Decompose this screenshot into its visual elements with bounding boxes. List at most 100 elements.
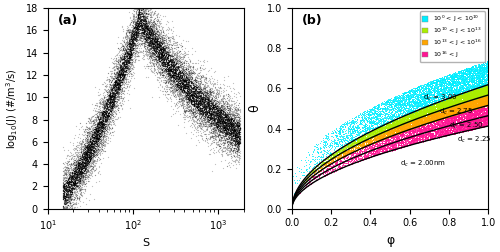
- Point: [236, 125, 244, 130]
- Point: [230, 136, 238, 140]
- Point: [108, 104, 116, 108]
- Point: [416, 134, 424, 138]
- Point: [166, 53, 174, 57]
- Point: [470, 79, 478, 83]
- Point: [184, 68, 192, 72]
- Point: [412, 134, 420, 138]
- Point: [367, 132, 375, 136]
- Point: [366, 131, 374, 135]
- Point: [87, 167, 95, 171]
- Point: [464, 90, 472, 94]
- Point: [368, 121, 376, 125]
- Point: [316, 141, 324, 145]
- Point: [176, 87, 184, 91]
- Point: [193, 108, 201, 112]
- Point: [361, 156, 369, 160]
- Point: [444, 80, 452, 84]
- Point: [183, 81, 191, 85]
- Point: [218, 119, 226, 123]
- Point: [206, 137, 214, 141]
- Point: [185, 114, 193, 118]
- Point: [217, 117, 225, 121]
- Point: [319, 172, 327, 176]
- Point: [232, 136, 240, 140]
- Point: [416, 123, 424, 127]
- Point: [466, 110, 474, 114]
- Point: [76, 160, 84, 164]
- Point: [330, 152, 338, 156]
- Point: [356, 147, 364, 151]
- Point: [160, 68, 168, 72]
- Point: [466, 85, 474, 89]
- Point: [92, 136, 100, 140]
- Point: [97, 142, 105, 146]
- Point: [482, 92, 490, 96]
- Point: [224, 117, 232, 121]
- Point: [460, 121, 468, 125]
- Point: [100, 126, 108, 130]
- Point: [364, 144, 372, 148]
- Point: [98, 130, 106, 134]
- Point: [458, 102, 466, 106]
- Point: [395, 96, 403, 100]
- Point: [412, 115, 420, 119]
- Point: [431, 123, 439, 128]
- Point: [457, 105, 465, 109]
- Point: [74, 159, 82, 163]
- Point: [210, 95, 218, 99]
- Point: [114, 78, 122, 82]
- Point: [199, 95, 207, 99]
- Point: [196, 97, 203, 101]
- Point: [160, 71, 168, 75]
- Point: [108, 90, 116, 94]
- Point: [484, 98, 492, 102]
- Point: [405, 120, 413, 124]
- Point: [476, 92, 484, 96]
- Point: [236, 126, 244, 130]
- Point: [208, 117, 216, 121]
- Point: [230, 114, 237, 118]
- Point: [101, 105, 109, 109]
- Point: [444, 98, 452, 102]
- Point: [180, 90, 188, 94]
- Point: [128, 29, 136, 33]
- Point: [458, 113, 466, 117]
- Point: [464, 123, 472, 127]
- Point: [434, 104, 442, 108]
- Point: [95, 120, 103, 124]
- Point: [174, 66, 182, 70]
- Point: [154, 57, 162, 61]
- Point: [84, 168, 92, 172]
- Point: [454, 112, 462, 116]
- Point: [457, 119, 465, 123]
- Point: [135, 17, 143, 21]
- Point: [109, 91, 117, 96]
- Point: [108, 101, 116, 105]
- Point: [401, 91, 409, 95]
- Point: [442, 118, 450, 122]
- Point: [470, 71, 478, 75]
- Point: [334, 132, 342, 136]
- Point: [160, 40, 168, 44]
- Point: [430, 117, 438, 121]
- Point: [459, 124, 467, 129]
- Point: [212, 92, 220, 97]
- Point: [216, 88, 224, 92]
- Point: [325, 170, 333, 174]
- Point: [179, 99, 187, 103]
- Point: [172, 51, 179, 55]
- Point: [392, 115, 400, 119]
- Point: [428, 109, 436, 113]
- Point: [472, 64, 480, 68]
- Point: [419, 97, 427, 101]
- Point: [226, 120, 234, 124]
- Point: [374, 134, 382, 138]
- Point: [390, 129, 398, 133]
- Point: [436, 99, 444, 103]
- Point: [178, 82, 186, 86]
- Point: [467, 89, 475, 93]
- Point: [196, 90, 203, 94]
- Point: [464, 123, 472, 127]
- Point: [112, 80, 120, 84]
- Point: [194, 100, 202, 104]
